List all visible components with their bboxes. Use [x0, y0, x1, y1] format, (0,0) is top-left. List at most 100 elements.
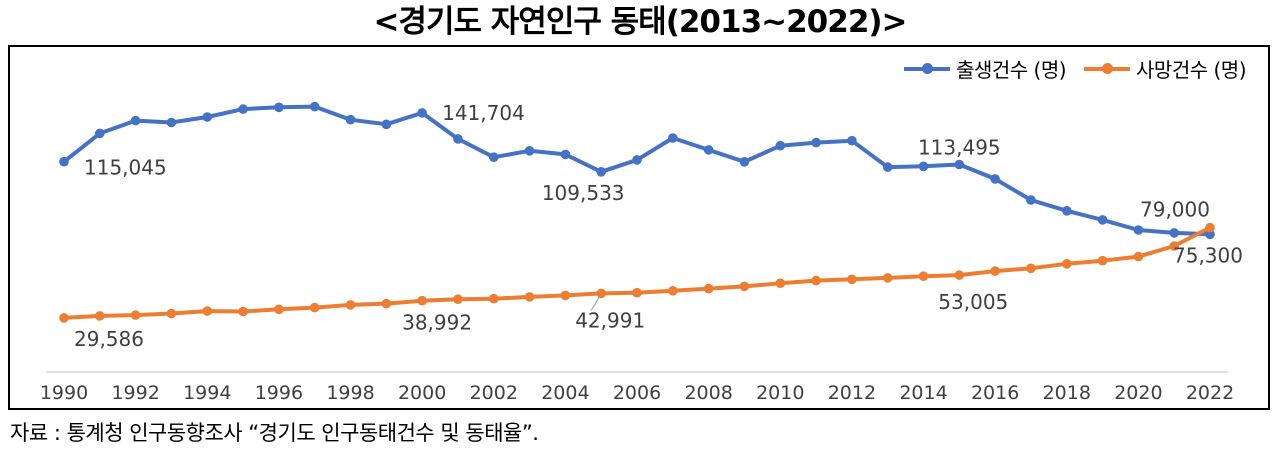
births-data-point — [59, 156, 69, 167]
deaths-data-point — [381, 298, 392, 309]
deaths-data-point — [1026, 263, 1036, 274]
label-leader-line — [590, 297, 600, 311]
deaths-data-point — [1133, 251, 1144, 262]
births-data-point — [596, 167, 606, 177]
deaths-data-point — [882, 273, 893, 283]
births-data-point — [238, 104, 248, 114]
births-data-point — [309, 101, 320, 112]
deaths-data-point — [703, 283, 714, 294]
births-data-point — [130, 115, 141, 126]
data-label: 109,533 — [542, 181, 625, 205]
deaths-data-point — [1169, 241, 1179, 251]
x-axis-tick-label: 1996 — [255, 382, 303, 404]
deaths-data-point — [847, 274, 857, 285]
chart-area: 1990 1992 1994 1996 1998 2000 2002 2004 2006 2008… — [8, 45, 1270, 410]
births-data-point — [703, 145, 714, 155]
legend-item-births: 출생건수 (명) — [904, 54, 1067, 83]
deaths-data-point — [1097, 255, 1108, 266]
page-title: <경기도 자연인구 동태(2013~2022)> — [373, 4, 907, 40]
deaths-data-point — [95, 311, 105, 321]
deaths-data-point — [489, 293, 499, 304]
births-data-point — [345, 114, 356, 125]
x-axis-tick-label: 2016 — [971, 382, 1019, 404]
births-data-point — [417, 108, 427, 118]
deaths-data-point — [453, 294, 463, 304]
deaths-data-point — [596, 288, 606, 299]
data-label: 113,495 — [918, 136, 1001, 160]
births-data-point — [1062, 206, 1072, 216]
x-axis-tick-label: 2022 — [1186, 382, 1234, 404]
births-data-point — [95, 128, 105, 139]
data-label: 115,045 — [84, 156, 167, 180]
births-data-point — [847, 135, 857, 146]
deaths-data-point — [238, 306, 248, 317]
data-label: 141,704 — [442, 101, 525, 125]
deaths-data-point — [202, 306, 213, 316]
data-label: 53,005 — [938, 290, 1008, 314]
deaths-data-point — [918, 271, 929, 281]
births-line-marker-icon — [904, 63, 951, 74]
deaths-data-point — [524, 292, 535, 302]
births-data-point — [990, 174, 1000, 184]
births-data-point — [954, 159, 965, 170]
deaths-data-point — [59, 313, 69, 323]
deaths-line-marker-icon — [1084, 63, 1131, 74]
deaths-data-point — [811, 275, 821, 286]
legend-label-deaths: 사망건수 (명) — [1136, 58, 1246, 82]
data-label: 29,586 — [74, 327, 144, 351]
chart-legend: 출생건수 (명) 사망건수 (명) — [904, 54, 1246, 83]
legend-label-births: 출생건수 (명) — [956, 58, 1067, 82]
source-note: 자료 : 통계청 인구동향조사 “경기도 인구동태건수 및 동태율”. — [10, 421, 539, 445]
deaths-data-point — [1062, 259, 1072, 269]
x-axis-tick-label: 2014 — [899, 382, 947, 404]
births-data-point — [560, 149, 571, 160]
deaths-data-point — [990, 266, 1000, 276]
deaths-data-point — [166, 308, 177, 319]
births-data-point — [1097, 215, 1108, 225]
x-axis-tick-label: 1994 — [183, 382, 231, 404]
legend-item-deaths: 사망건수 (명) — [1084, 54, 1246, 83]
x-axis-tick-label: 2000 — [398, 382, 446, 404]
deaths-data-point — [560, 290, 571, 301]
x-axis-tick-label: 2002 — [470, 382, 518, 404]
births-series-line — [62, 104, 1212, 237]
births-data-point — [811, 137, 821, 148]
deaths-data-point — [1205, 222, 1215, 233]
x-axis-tick-label: 2004 — [541, 382, 589, 404]
x-axis-tick-label: 2008 — [684, 382, 732, 404]
x-axis-tick-label: 2006 — [613, 382, 661, 404]
births-data-point — [524, 146, 535, 156]
births-data-point — [166, 117, 177, 128]
x-axis-tick-label: 2018 — [1043, 382, 1091, 404]
deaths-data-point — [417, 295, 427, 306]
x-axis-tick-label: 2010 — [756, 382, 804, 404]
births-data-point — [1169, 228, 1179, 238]
births-data-point — [1133, 225, 1144, 235]
x-axis-tick-label: 1992 — [111, 382, 159, 404]
births-data-point — [381, 119, 392, 130]
deaths-data-point — [345, 300, 356, 310]
births-data-point — [274, 102, 284, 113]
births-data-point — [882, 162, 893, 172]
data-label: 42,991 — [575, 308, 645, 332]
x-axis-tick-label: 1998 — [326, 382, 374, 404]
x-axis-tick-label: 2020 — [1114, 382, 1162, 404]
deaths-data-point — [632, 287, 642, 298]
deaths-data-point — [668, 286, 678, 296]
births-data-point — [489, 152, 499, 162]
births-data-point — [453, 134, 463, 144]
deaths-data-point — [274, 304, 284, 315]
births-data-point — [918, 161, 929, 172]
x-axis-tick-label: 2012 — [828, 382, 876, 404]
data-label: 79,000 — [1140, 198, 1210, 222]
deaths-data-point — [739, 281, 750, 292]
deaths-data-point — [775, 278, 786, 288]
births-data-point — [1205, 229, 1215, 240]
births-data-point — [668, 133, 678, 143]
data-label: 38,992 — [402, 311, 472, 335]
data-label: 75,300 — [1173, 243, 1243, 267]
births-data-point — [739, 157, 750, 167]
x-axis-tick-label: 1990 — [40, 382, 88, 404]
deaths-series-line — [62, 225, 1212, 320]
deaths-data-point — [309, 302, 320, 313]
